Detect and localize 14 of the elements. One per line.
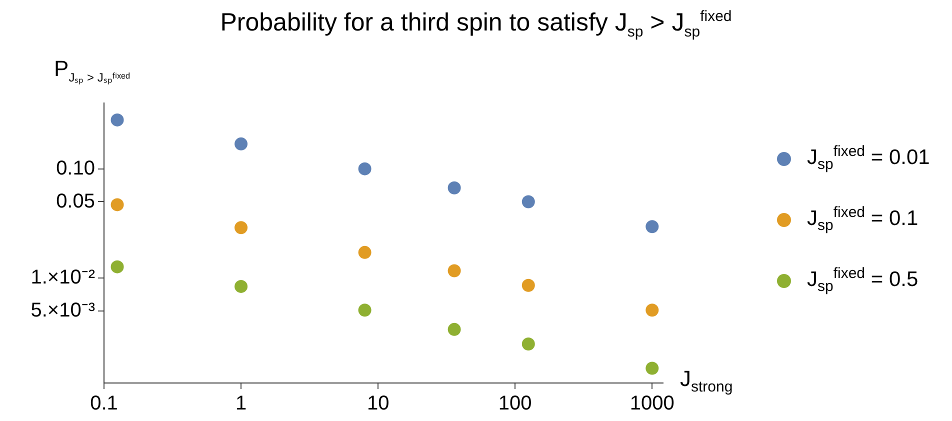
y-axis-title: P$_{Jₛₚ > Jₛₚᶠⁱˣᵉᵈ}$ xyxy=(54,56,130,86)
legend-label: J$_{sp}$$^{fixed}$ = 0.01 xyxy=(807,143,930,174)
x-axis-title: J$_{strong}$ xyxy=(680,366,733,396)
x-tick-label: 10 xyxy=(366,392,390,415)
x-tick-label: 1000 xyxy=(630,392,674,415)
legend-label: J$_{sp}$$^{fixed}$ = 0.5 xyxy=(807,265,918,296)
x-tick-label: 0.1 xyxy=(90,392,118,415)
legend-label: J$_{sp}$$^{fixed}$ = 0.1 xyxy=(807,204,918,235)
y-tick-label: 0.05 xyxy=(56,190,95,212)
y-tick-label: 0.10 xyxy=(56,157,95,180)
y-tick-label: 5.×10⁻³ xyxy=(30,300,96,322)
x-tick-label: 100 xyxy=(498,392,532,415)
x-tick-label: 1 xyxy=(235,392,247,415)
y-tick-label: 1.×10⁻² xyxy=(30,266,96,289)
